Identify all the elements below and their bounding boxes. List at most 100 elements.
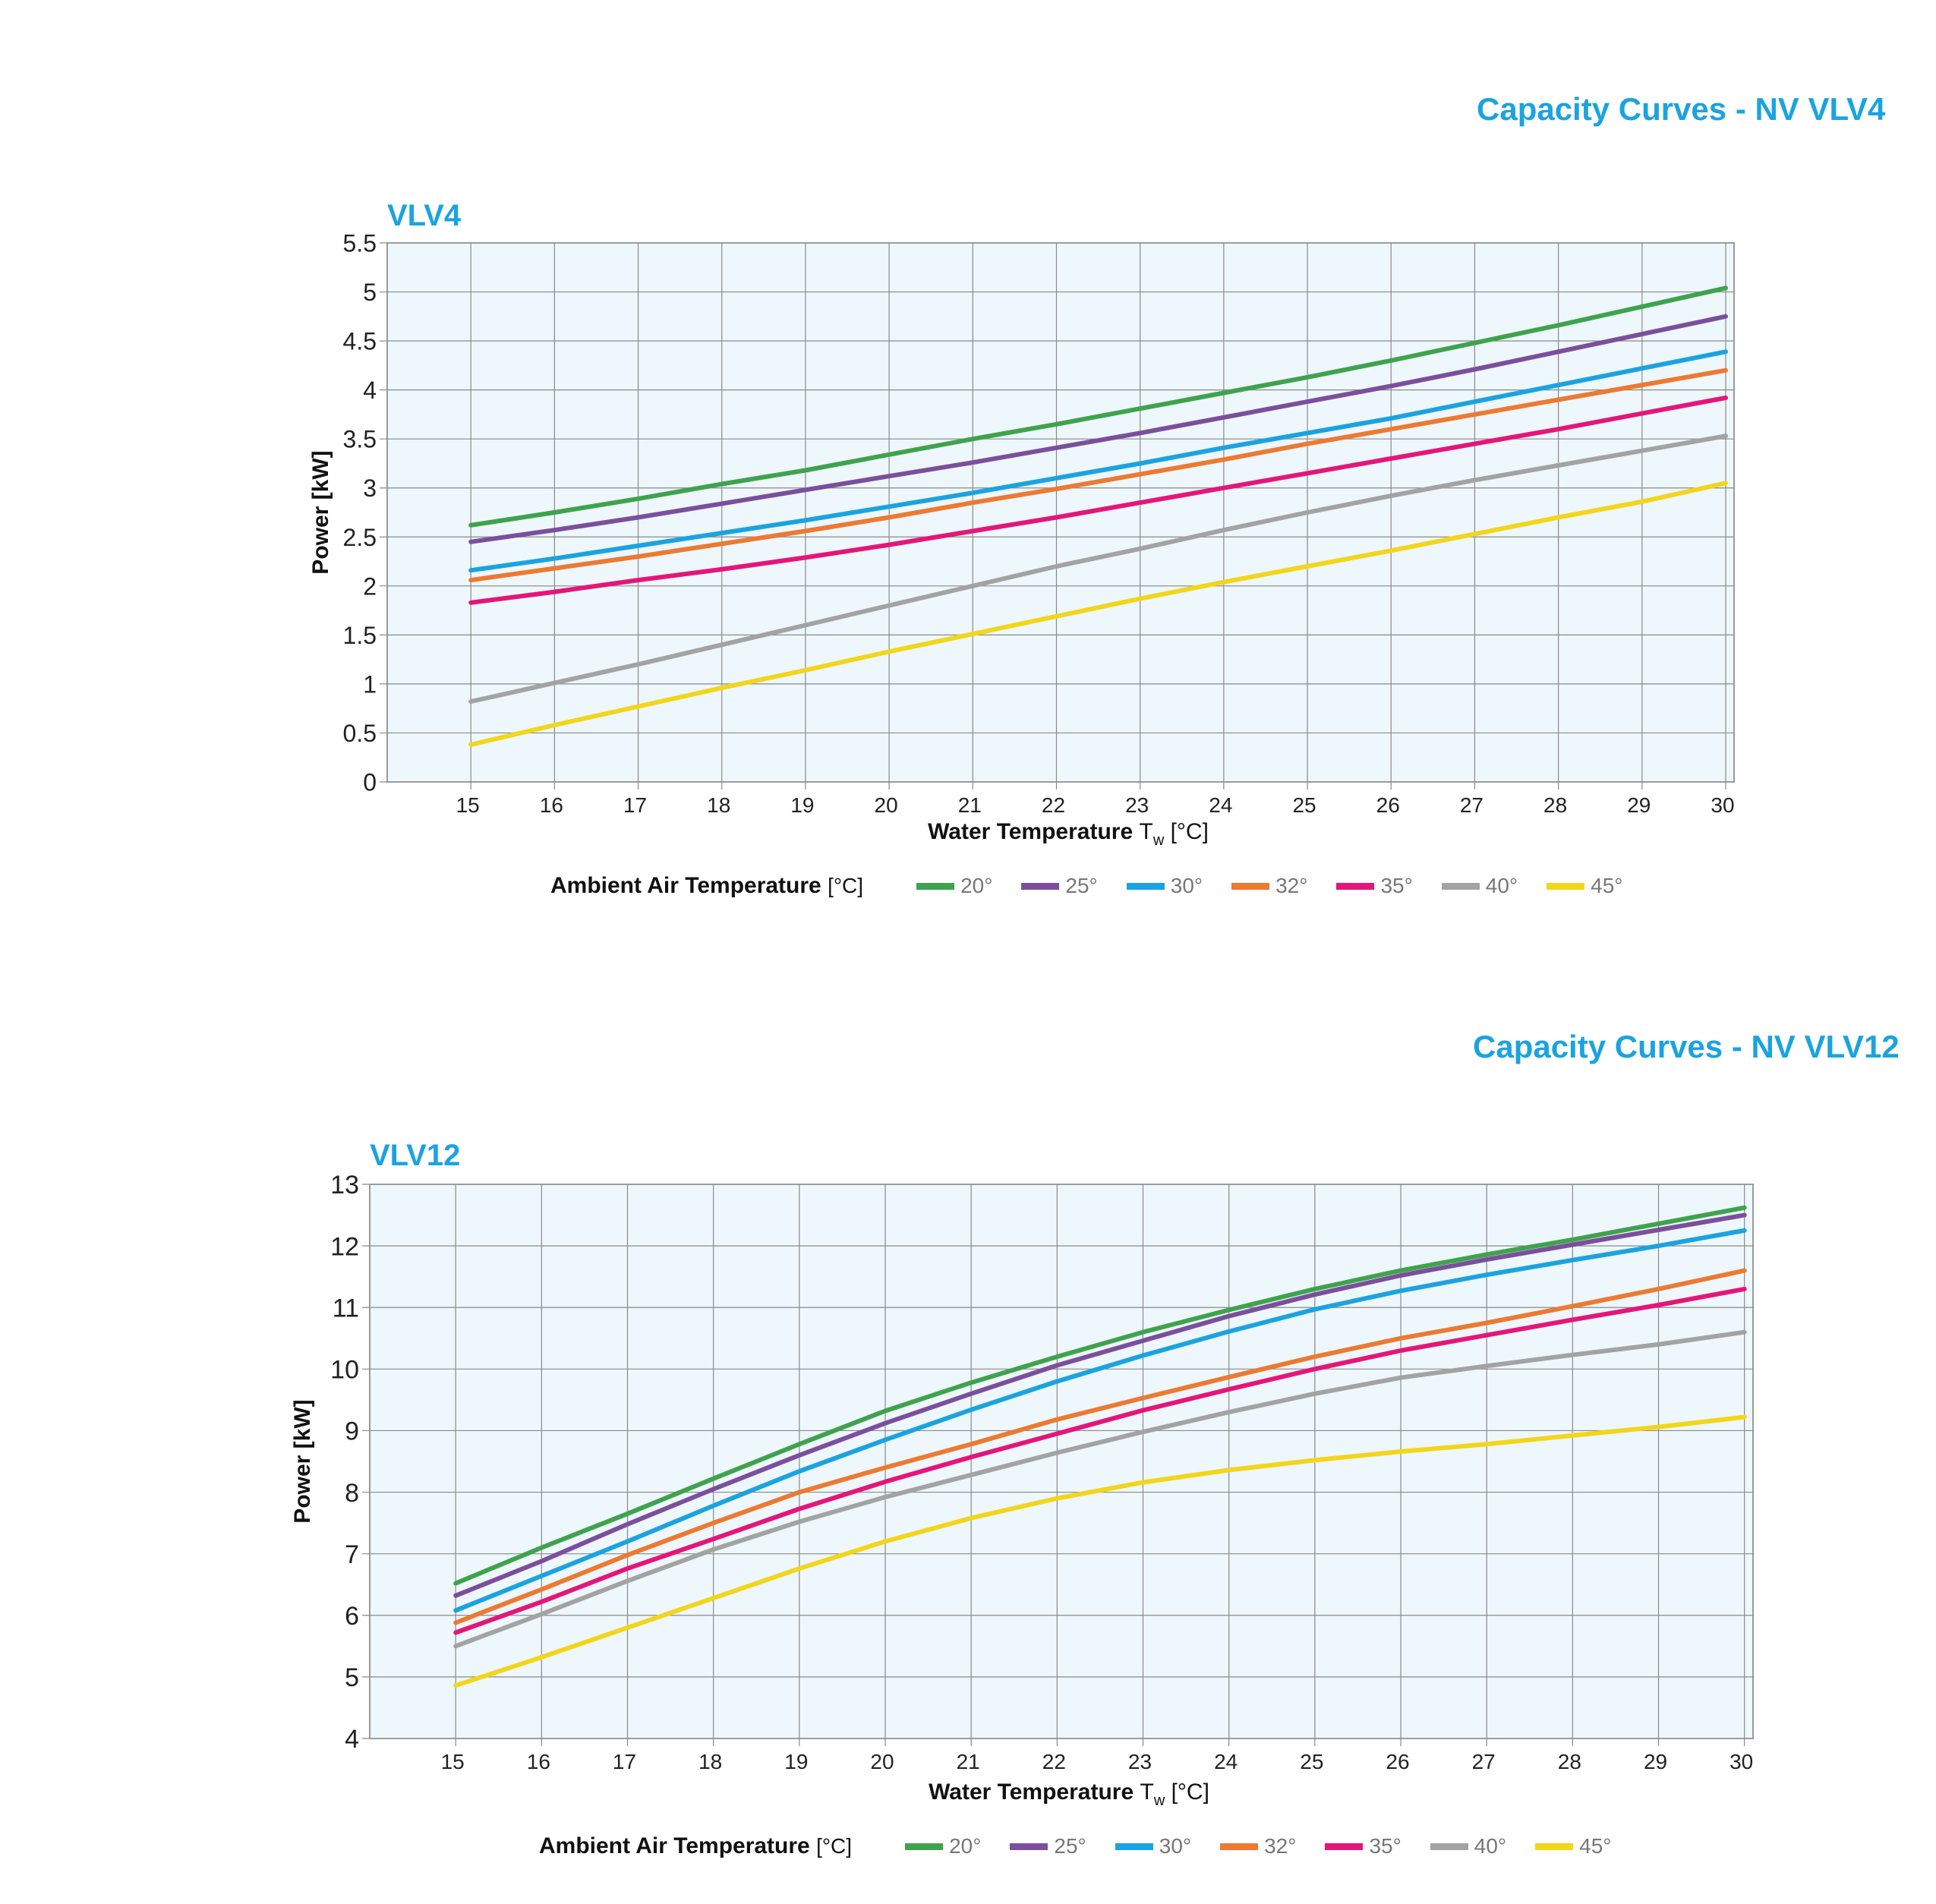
x-tick-label: 19: [790, 793, 814, 817]
capacity-chart-vlv4: 0 0.5 1 1.5 2 2.5 3 3.5 4 4.5 5 5.5 15 16 17 18 19 20 21 22…: [308, 230, 1735, 849]
legend-swatch: [1430, 1843, 1468, 1850]
x-tick-label: 16: [540, 793, 563, 817]
chart-title-vlv4: VLV4: [387, 199, 462, 232]
x-tick-label: 25: [1292, 793, 1316, 817]
x-tick-label: 22: [1042, 793, 1065, 817]
x-tick-label: 19: [784, 1750, 808, 1773]
series-line-35deg: [468, 396, 1728, 605]
legend-swatch: [1441, 882, 1480, 890]
legend-label: 25°: [1054, 1834, 1086, 1858]
x-tick-label: 24: [1214, 1750, 1238, 1773]
legend-vlv12: Ambient Air Temperature [°C] 20° 25° 30° 32…: [539, 1833, 1640, 1859]
y-axis-label: Power [kW]: [290, 1399, 315, 1523]
legend-swatch: [1336, 882, 1375, 890]
legend-swatch: [1547, 882, 1585, 890]
y-tick-label: 5: [345, 1663, 359, 1692]
legend-swatch: [1231, 882, 1270, 890]
series-line-32deg: [468, 367, 1728, 583]
y-tick-label: 11: [333, 1294, 359, 1322]
legend-item: 40°: [1441, 874, 1518, 898]
x-tick-label: 23: [1128, 1750, 1152, 1773]
legend-item: 20°: [916, 874, 992, 898]
x-tick-label: 17: [613, 1750, 636, 1773]
legend-label: 45°: [1579, 1834, 1612, 1858]
y-tick-label: 13: [330, 1171, 359, 1199]
series-line-32deg: [453, 1268, 1747, 1625]
series-line-30deg: [453, 1228, 1747, 1613]
legend-swatch: [1021, 882, 1060, 890]
legend-swatch: [1325, 1843, 1364, 1850]
legend-swatch: [1115, 1843, 1153, 1850]
x-tick-label: 20: [875, 793, 898, 817]
y-tick-label: 8: [345, 1479, 359, 1508]
x-tick-label: 22: [1042, 1750, 1066, 1773]
y-tick-label: 4: [345, 1725, 359, 1754]
y-tick-label: 10: [330, 1356, 359, 1385]
legend-item: 35°: [1336, 874, 1413, 898]
y-tick-label: 1: [363, 670, 377, 698]
legend-label: 20°: [960, 874, 993, 897]
y-tick-label: 3.5: [343, 426, 377, 453]
x-tick-label: 28: [1558, 1750, 1581, 1773]
x-tick-label: 17: [623, 793, 647, 817]
legend-title: Ambient Air Temperature [°C]: [539, 1833, 852, 1859]
x-tick-label: 18: [698, 1750, 722, 1773]
legend-title-text: Ambient Air Temperature: [550, 873, 821, 898]
legend-label: 40°: [1485, 874, 1518, 897]
series-line-30deg: [468, 349, 1728, 573]
legend-item: 32°: [1220, 1834, 1296, 1858]
legend-item: 30°: [1115, 1834, 1191, 1858]
x-tick-label: 26: [1376, 793, 1400, 817]
legend-title-unit: [°C]: [816, 1834, 853, 1858]
legend-label: 32°: [1264, 1834, 1297, 1858]
series-line-35deg: [453, 1286, 1747, 1635]
x-tick-label: 27: [1460, 793, 1484, 817]
y-tick-label: 5.5: [343, 230, 377, 257]
legend-title-text: Ambient Air Temperature: [539, 1833, 810, 1858]
series-line-20deg: [468, 285, 1728, 528]
legend-label: 40°: [1474, 1834, 1507, 1858]
y-axis-label: Power [kW]: [308, 450, 333, 574]
x-tick-label: 15: [441, 1750, 465, 1773]
legend-label: 30°: [1159, 1834, 1192, 1858]
legend-label: 20°: [949, 1834, 982, 1858]
x-tick-label: 21: [958, 793, 982, 817]
x-tick-label: 27: [1472, 1750, 1496, 1773]
x-tick-label: 20: [870, 1750, 894, 1773]
y-tick-label: 4: [363, 377, 377, 404]
x-tick-label: 29: [1644, 1750, 1667, 1773]
legend-item: 45°: [1547, 874, 1622, 898]
legend-item: 20°: [905, 1834, 981, 1858]
y-tick-label: 0.5: [343, 720, 377, 747]
legend-label: 30°: [1170, 874, 1203, 897]
y-tick-label: 12: [330, 1232, 359, 1261]
x-tick-label: 30: [1711, 793, 1734, 817]
legend-swatch: [916, 882, 955, 890]
series-line-25deg: [468, 314, 1728, 544]
legend-item: 32°: [1231, 874, 1307, 898]
series-line-20deg: [453, 1205, 1747, 1586]
chart-title-vlv12: VLV12: [370, 1139, 461, 1172]
x-tick-label: 18: [707, 793, 730, 817]
y-tick-label: 4.5: [343, 328, 377, 355]
series-line-25deg: [453, 1212, 1747, 1598]
legend-label: 25°: [1065, 874, 1098, 897]
legend-title-unit: [°C]: [828, 874, 864, 897]
x-tick-label: 30: [1729, 1750, 1753, 1773]
x-tick-label: 21: [957, 1750, 980, 1773]
x-tick-label: 28: [1543, 793, 1567, 817]
x-axis-label: Water Temperature Tw [°C]: [929, 1779, 1209, 1809]
y-tick-label: 6: [345, 1602, 359, 1631]
legend-item: 25°: [1010, 1834, 1086, 1858]
y-tick-label: 1.5: [343, 622, 377, 649]
legend-swatch: [1010, 1843, 1048, 1850]
legend-item: 35°: [1325, 1834, 1402, 1858]
series-line-45deg: [453, 1414, 1747, 1688]
x-tick-label: 25: [1300, 1750, 1323, 1773]
y-tick-label: 3: [363, 474, 377, 502]
y-tick-label: 5: [363, 279, 377, 306]
legend-item: 30°: [1126, 874, 1203, 898]
legend-item: 25°: [1021, 874, 1098, 898]
legend-title: Ambient Air Temperature [°C]: [550, 873, 863, 899]
section-title-vlv12: Capacity Curves - NV VLV12: [1473, 1029, 1900, 1064]
